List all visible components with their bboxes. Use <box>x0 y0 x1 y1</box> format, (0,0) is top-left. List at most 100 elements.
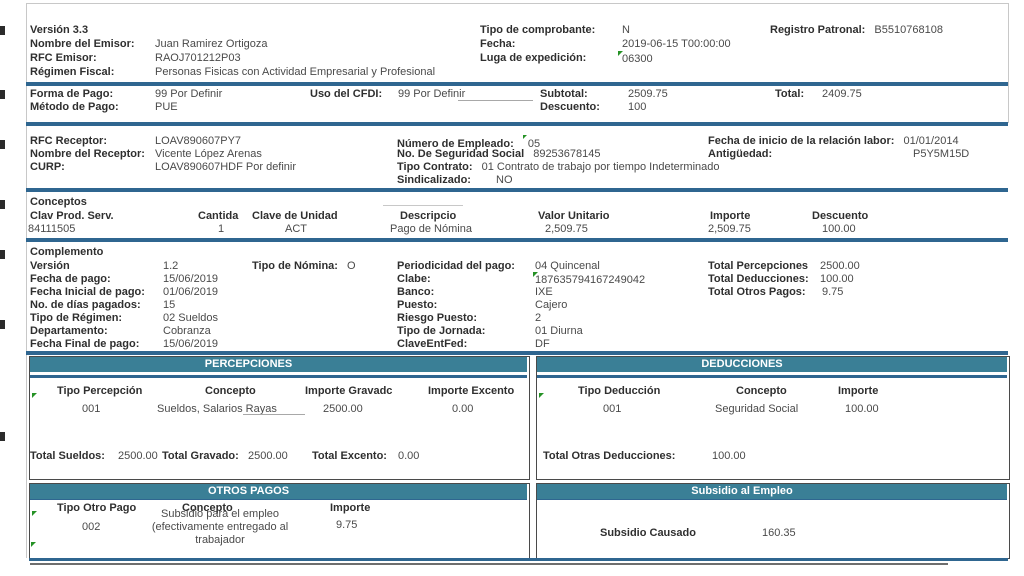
deducciones-banner: DEDUCCIONES <box>537 357 1007 372</box>
puesto-label: Puesto: <box>397 299 438 311</box>
cell-flag-icon <box>522 135 527 139</box>
nss-value: 89253678145 <box>533 148 601 160</box>
edge-mark <box>0 26 5 35</box>
field-underline <box>243 414 305 415</box>
complemento-version-label: Versión <box>30 260 70 272</box>
sindicalizado-row: Sindicalizado: NO <box>397 174 513 186</box>
otros-row-importe: 9.75 <box>336 519 358 531</box>
conceptos-row-cantidad: 1 <box>218 223 225 235</box>
percepciones-header-concepto: Concepto <box>205 385 256 397</box>
numero-empleado-value: 05 <box>527 138 541 150</box>
fecha-inicial-label: Fecha Inicial de pago: <box>30 286 145 298</box>
subsidio-causado-label: Subsidio Causado <box>600 527 696 539</box>
metodo-pago-label: Método de Pago: <box>30 101 119 113</box>
conceptos-row-importe: 2,509.75 <box>708 223 751 235</box>
otros-header-importe: Importe <box>330 502 371 514</box>
edge-mark <box>0 250 5 259</box>
fecha-pago-label: Fecha de pago: <box>30 273 111 285</box>
tipo-regimen-value: 02 Sueldos <box>163 312 219 324</box>
tipo-nomina-value: O <box>347 260 356 272</box>
fecha-final-value: 15/06/2019 <box>163 338 219 350</box>
conceptos-header-clave: Clav Prod. Serv. <box>30 210 114 222</box>
tipo-nomina-row: Tipo de Nómina: O <box>252 260 356 272</box>
percepciones-header-gravado: Importe Gravadc <box>305 385 393 397</box>
section-divider <box>26 82 1008 86</box>
total-otras-deducciones-value: 100.00 <box>712 450 746 462</box>
edge-mark <box>0 140 5 149</box>
nss-row: No. De Seguridad Social 89253678145 <box>397 148 601 160</box>
subtotal-value: 2509.75 <box>628 88 668 100</box>
puesto-value: Cajero <box>535 299 568 311</box>
total-label: Total: <box>775 88 805 100</box>
total-value: 2409.75 <box>822 88 862 100</box>
tipo-contrato-row: Tipo Contrato: 01 Contrato de trabajo po… <box>397 161 720 173</box>
subtotal-label: Subtotal: <box>540 88 588 100</box>
conceptos-row-unidad: ACT <box>285 223 307 235</box>
total-excento-value: 0.00 <box>398 450 420 462</box>
banco-label: Banco: <box>397 286 435 298</box>
edge-mark <box>0 432 5 441</box>
registro-patronal-row: Registro Patronal: B5510768108 <box>770 24 943 36</box>
nombre-emisor-label: Nombre del Emisor: <box>30 38 135 50</box>
deducciones-header-importe: Importe <box>838 385 879 397</box>
tipo-regimen-label: Tipo de Régimen: <box>30 312 123 324</box>
deducciones-header-tipo: Tipo Deducción <box>578 385 661 397</box>
conceptos-header-unidad: Clave de Unidad <box>252 210 338 222</box>
percepciones-row-gravado: 2500.00 <box>323 403 363 415</box>
total-otros-label: Total Otros Pagos: <box>708 286 806 298</box>
tipo-contrato-value: 01 Contrato de trabajo por tiempo Indete… <box>481 161 720 173</box>
frame-right-line <box>1008 3 1009 123</box>
rfc-emisor-label: RFC Emisor: <box>30 52 97 64</box>
fecha-pago-value: 15/06/2019 <box>163 273 219 285</box>
version-label: Versión 3.3 <box>30 24 89 36</box>
subsidio-banner: Subsidio al Empleo <box>537 484 1007 499</box>
uso-cfdi-label: Uso del CFDI: <box>310 88 383 100</box>
dias-pagados-value: 15 <box>163 299 176 311</box>
departamento-label: Departamento: <box>30 325 108 337</box>
otros-header-tipo: Tipo Otro Pago <box>57 502 137 514</box>
clave-ent-fed-value: DF <box>535 338 550 350</box>
banner-underline <box>537 499 1007 500</box>
fecha-label: Fecha: <box>480 38 516 50</box>
nss-label: No. De Seguridad Social <box>397 148 525 160</box>
nombre-receptor-label: Nombre del Receptor: <box>30 148 145 160</box>
deducciones-row-concepto: Seguridad Social <box>715 403 799 415</box>
nombre-emisor-value: Juan Ramirez Ortigoza <box>155 38 268 50</box>
tipo-jornada-value: 01 Diurna <box>535 325 583 337</box>
cell-flag-icon <box>539 393 544 398</box>
dias-pagados-label: No. de días pagados: <box>30 299 141 311</box>
fecha-inicio-relacion-value: 01/01/2014 <box>903 135 959 147</box>
conceptos-header-descuento: Descuento <box>812 210 869 222</box>
periodicidad-label: Periodicidad del pago: <box>397 260 515 272</box>
complemento-title: Complemento <box>30 246 104 258</box>
percepciones-banner: PERCEPCIONES <box>30 357 527 372</box>
fecha-final-label: Fecha Final de pago: <box>30 338 140 350</box>
field-underline <box>458 100 533 101</box>
forma-pago-value: 99 Por Definir <box>155 88 223 100</box>
deducciones-header-concepto: Concepto <box>736 385 787 397</box>
total-percepciones-label: Total Percepciones <box>708 260 809 272</box>
cell-flag-icon <box>533 272 538 277</box>
percepciones-header-excento: Importe Excento <box>428 385 515 397</box>
metodo-pago-value: PUE <box>155 101 178 113</box>
bottom-gray-rule <box>30 563 948 565</box>
uso-cfdi-value: 99 Por Definir <box>398 88 466 100</box>
tipo-contrato-label: Tipo Contrato: <box>397 161 473 173</box>
percepciones-box <box>29 356 530 480</box>
section-divider <box>26 188 1008 192</box>
section-divider <box>26 238 1008 242</box>
descuento-value: 100 <box>628 101 647 113</box>
conceptos-title: Conceptos <box>30 196 87 208</box>
total-sueldos-value: 2500.00 <box>118 450 158 462</box>
percepciones-row-excento: 0.00 <box>452 403 474 415</box>
banner-underline <box>30 499 527 500</box>
riesgo-puesto-value: 2 <box>535 312 542 324</box>
clabe-label: Clabe: <box>397 273 431 285</box>
total-deducciones-label: Total Deducciones: <box>708 273 809 285</box>
edge-mark <box>0 90 5 99</box>
rfc-emisor-value: RAOJ701212P03 <box>155 52 241 64</box>
frame-left-line <box>26 3 27 558</box>
regimen-fiscal-value: Personas Fisicas con Actividad Empresari… <box>155 66 436 78</box>
periodicidad-value: 04 Quincenal <box>535 260 600 272</box>
